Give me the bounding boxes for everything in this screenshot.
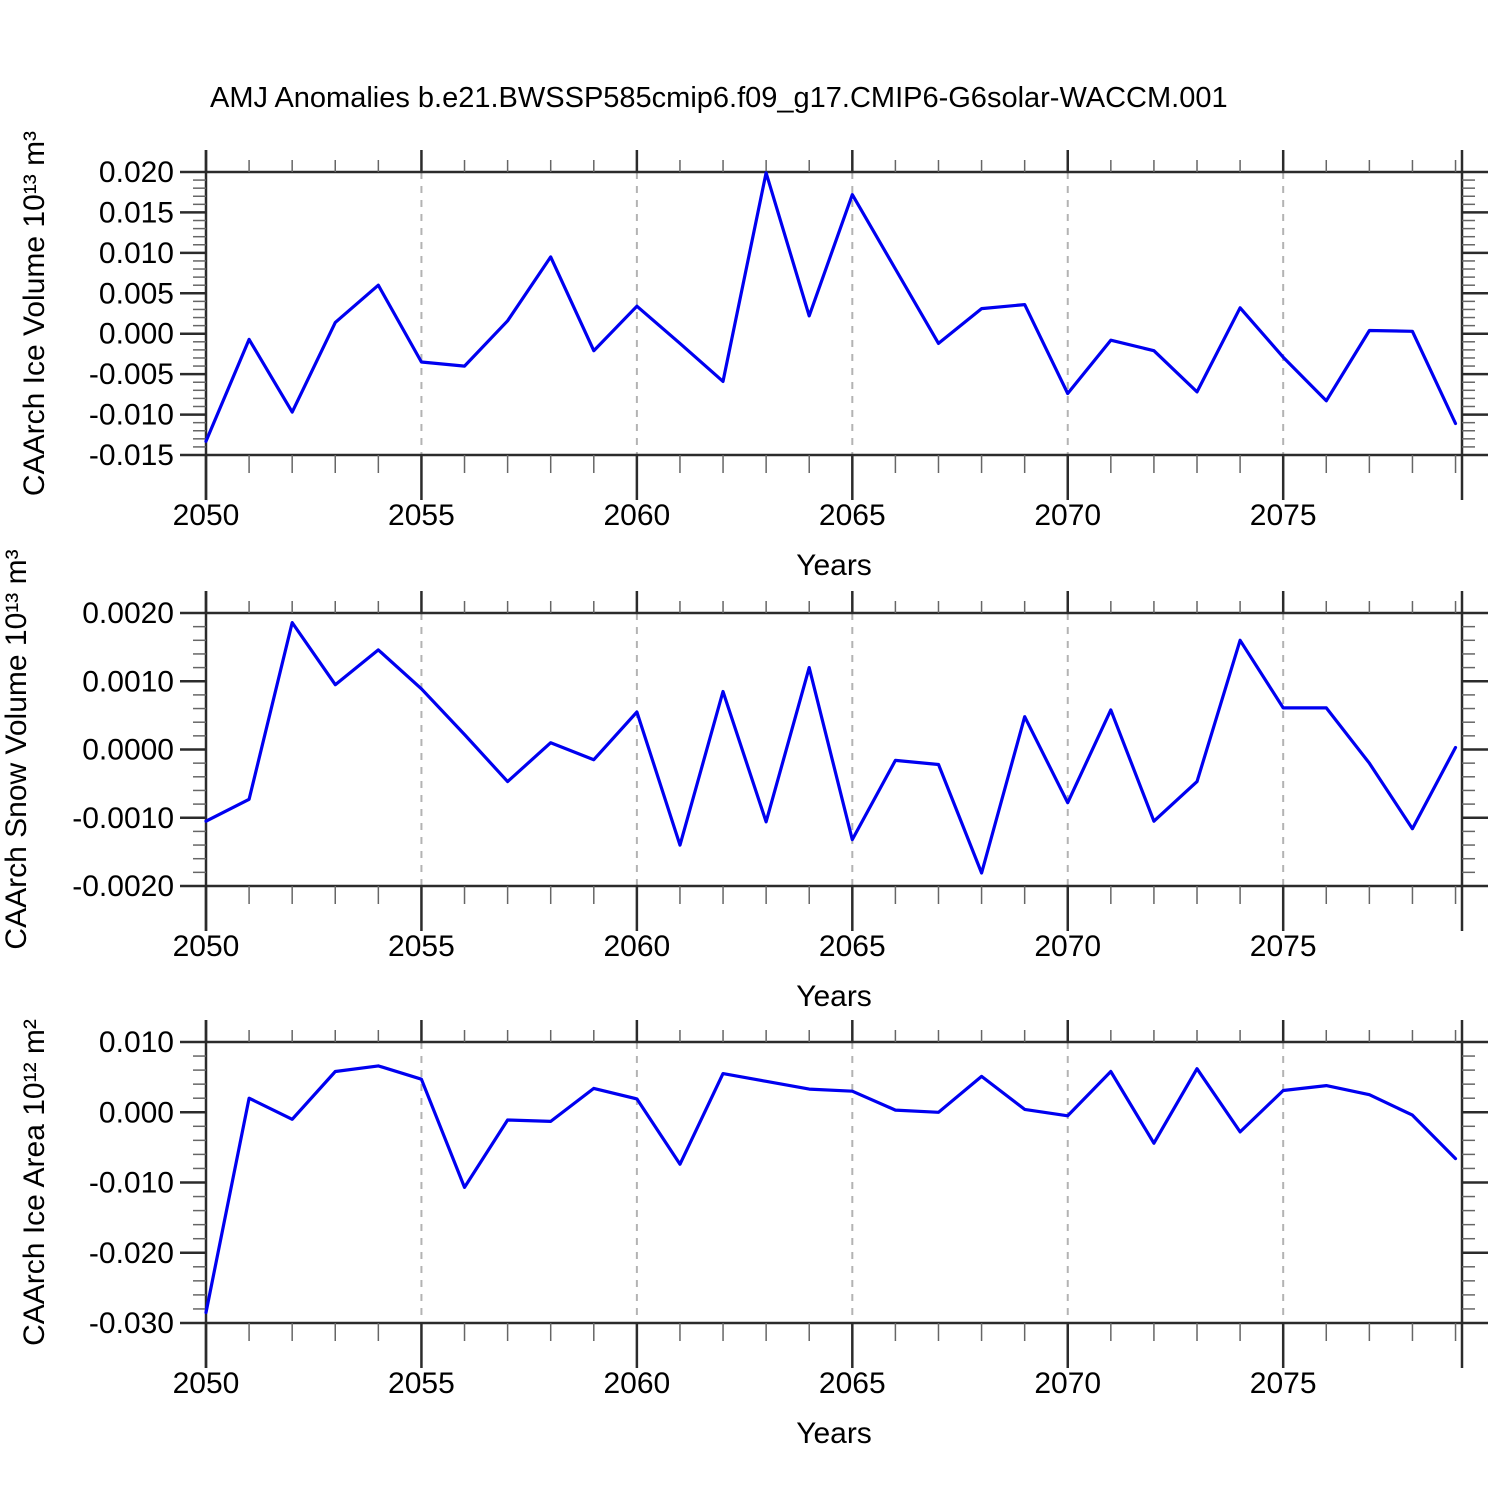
x-axis-label: Years: [796, 549, 872, 582]
x-axis-label: Years: [796, 1417, 872, 1450]
x-tick-label: 2070: [1034, 1367, 1101, 1400]
x-tick-label: 2065: [819, 499, 886, 532]
y-tick-label: -0.010: [89, 399, 174, 432]
x-tick-label: 2065: [819, 1367, 886, 1400]
x-tick-label: 2050: [173, 930, 240, 963]
y-tick-label: 0.0000: [82, 734, 174, 767]
y-tick-label: -0.015: [89, 439, 174, 472]
snow-volume-series-line: [204, 620, 1458, 875]
y-tick-label: 0.010: [99, 237, 174, 270]
x-tick-label: 2070: [1034, 930, 1101, 963]
y-tick-label: 0.010: [99, 1026, 174, 1059]
x-tick-label: 2050: [173, 1367, 240, 1400]
y-tick-label: -0.030: [89, 1307, 174, 1340]
y-axis-label: CAArch Ice Volume 10¹³ m³: [18, 131, 51, 496]
ice-area-series-line: [204, 1064, 1458, 1315]
x-tick-label: 2065: [819, 930, 886, 963]
ice-volume-series-line: [204, 171, 1458, 443]
y-tick-label: -0.0010: [72, 802, 174, 835]
y-tick-label: 0.000: [99, 1096, 174, 1129]
y-tick-label: 0.0010: [82, 665, 174, 698]
x-tick-label: 2075: [1250, 1367, 1317, 1400]
page-title: AMJ Anomalies b.e21.BWSSP585cmip6.f09_g1…: [210, 82, 1228, 114]
y-axis-label: CAArch Snow Volume 10¹³ m³: [0, 549, 33, 949]
x-tick-label: 2075: [1250, 499, 1317, 532]
y-tick-label: -0.0020: [72, 870, 174, 903]
y-tick-label: -0.020: [89, 1237, 174, 1270]
x-tick-label: 2060: [603, 930, 670, 963]
ice-area-anomaly-chart: 0.010 0.000 -0.010 -0.020 -0.030 2050 2055 2060…: [18, 1019, 1488, 1450]
x-axis-label: Years: [796, 980, 872, 1013]
y-tick-label: -0.010: [89, 1167, 174, 1200]
snow-volume-anomaly-chart: 0.0020 0.0010 0.0000 -0.0010 -0.0020 2050 2055…: [0, 549, 1488, 1013]
x-tick-label: 2055: [388, 499, 455, 532]
y-tick-label: -0.005: [89, 358, 174, 391]
x-tick-label: 2050: [173, 499, 240, 532]
y-tick-label: 0.0020: [82, 597, 174, 630]
y-axis-label: CAArch Ice Area 10¹² m²: [18, 1019, 51, 1346]
ice-volume-anomaly-chart: 0.020 0.015 0.010 0.005 0.000 -0.005 -0.010 -0.…: [18, 131, 1488, 582]
x-tick-label: 2070: [1034, 499, 1101, 532]
x-tick-label: 2060: [603, 499, 670, 532]
y-tick-label: 0.000: [99, 318, 174, 351]
y-tick-label: 0.015: [99, 196, 174, 229]
y-tick-label: 0.020: [99, 156, 174, 189]
x-tick-label: 2060: [603, 1367, 670, 1400]
y-tick-label: 0.005: [99, 277, 174, 310]
x-tick-label: 2055: [388, 930, 455, 963]
x-tick-label: 2055: [388, 1367, 455, 1400]
x-tick-label: 2075: [1250, 930, 1317, 963]
